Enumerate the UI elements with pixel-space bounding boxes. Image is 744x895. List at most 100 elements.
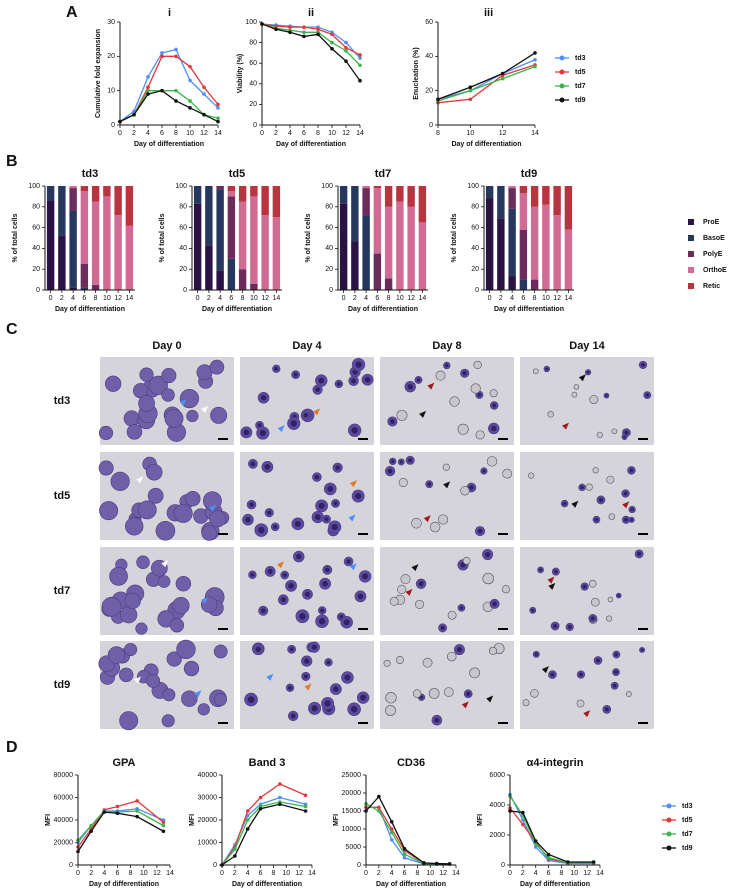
cell — [105, 375, 122, 392]
point — [258, 806, 263, 811]
bar-segment — [362, 215, 370, 290]
bar-segment — [396, 186, 404, 202]
point — [233, 854, 237, 858]
point — [533, 842, 538, 846]
arrowhead — [348, 514, 356, 522]
x-tick-label: 0 — [364, 870, 368, 877]
chart-title: td5 — [229, 168, 246, 180]
series-line — [437, 52, 536, 100]
nucleus — [335, 465, 341, 471]
x-tick-label: 8 — [387, 295, 391, 302]
x-axis-label: Day of differentiation — [348, 306, 418, 313]
panel-label: C — [6, 321, 18, 338]
point — [89, 829, 93, 834]
x-tick-label: 12 — [261, 295, 269, 302]
point — [115, 811, 120, 816]
point — [146, 85, 150, 90]
nucleus — [567, 625, 572, 629]
y-tick-label: 80 — [249, 39, 257, 46]
point — [115, 804, 120, 809]
cell — [126, 424, 143, 440]
nucleus — [351, 427, 358, 434]
nucleus — [243, 429, 250, 436]
bar-segment — [519, 229, 528, 280]
nucleus — [598, 497, 603, 502]
x-tick-label: 14 — [596, 870, 604, 877]
cell — [611, 428, 618, 435]
nucleus — [318, 377, 325, 384]
nucleus — [456, 647, 463, 653]
bar-segment — [227, 196, 236, 259]
y-tick-label: 60 — [179, 224, 187, 231]
nucleus — [346, 559, 351, 564]
series-line — [119, 89, 219, 123]
bar-segment — [227, 186, 236, 192]
x-tick-label: 4 — [146, 130, 150, 137]
chart-title: td3 — [82, 168, 99, 180]
nucleus — [595, 658, 600, 663]
x-tick-label: 6 — [403, 870, 407, 877]
nucleus — [247, 696, 255, 703]
cell — [197, 703, 210, 716]
micrograph — [520, 452, 654, 540]
point — [344, 40, 348, 45]
x-tick-label: 12 — [342, 130, 350, 137]
bar-segment — [69, 186, 77, 189]
column-label: Day 4 — [292, 340, 322, 352]
nucleus — [637, 551, 642, 556]
arrowhead — [548, 582, 556, 590]
nucleus — [362, 573, 369, 580]
subpanel-label: ii — [308, 7, 314, 19]
nucleus — [282, 573, 287, 578]
x-tick-label: 10 — [396, 295, 404, 302]
bar-segment — [80, 287, 89, 290]
point — [377, 794, 381, 799]
cell — [457, 423, 469, 435]
y-tick-label: 0 — [475, 287, 479, 294]
nucleus — [250, 572, 255, 577]
x-tick-label: 14 — [214, 130, 222, 137]
nucleus — [531, 608, 535, 612]
nucleus — [303, 412, 308, 418]
bar-segment — [91, 284, 100, 290]
series-line — [221, 803, 306, 866]
nucleus — [605, 394, 608, 397]
cell — [592, 467, 599, 474]
nucleus — [582, 584, 587, 589]
series-line — [261, 23, 361, 59]
point — [161, 820, 166, 825]
nucleus — [299, 612, 306, 620]
bar-segment — [114, 186, 122, 216]
bar-segment — [46, 200, 55, 290]
axis — [119, 22, 218, 126]
column-label: Day 0 — [152, 340, 181, 352]
cell — [589, 395, 599, 405]
point — [468, 85, 473, 90]
nucleus — [273, 524, 278, 529]
bar-segment — [384, 186, 393, 207]
cell — [576, 699, 585, 708]
nucleus — [311, 644, 317, 650]
nucleus — [364, 376, 371, 383]
nucleus — [280, 597, 286, 603]
y-tick-label: 60000 — [54, 794, 74, 801]
cell — [110, 471, 130, 491]
bar-segment — [542, 186, 550, 205]
point — [521, 818, 525, 822]
point — [174, 99, 178, 103]
nucleus — [314, 474, 320, 480]
bar-segment — [205, 186, 213, 246]
x-tick-label: 6 — [547, 870, 551, 877]
point — [566, 860, 570, 864]
cell — [532, 368, 539, 375]
y-tick-label: 40 — [425, 53, 433, 60]
nucleus — [539, 568, 543, 572]
chart-title: td7 — [375, 168, 392, 180]
series-line — [77, 810, 164, 841]
cell — [573, 384, 580, 390]
column-label: Day 14 — [569, 340, 605, 352]
bar-segment — [519, 186, 528, 194]
x-axis-label: Day of differentiation — [494, 306, 564, 313]
x-axis-label: Day of differentiation — [376, 881, 446, 888]
bar-segment — [272, 217, 281, 290]
